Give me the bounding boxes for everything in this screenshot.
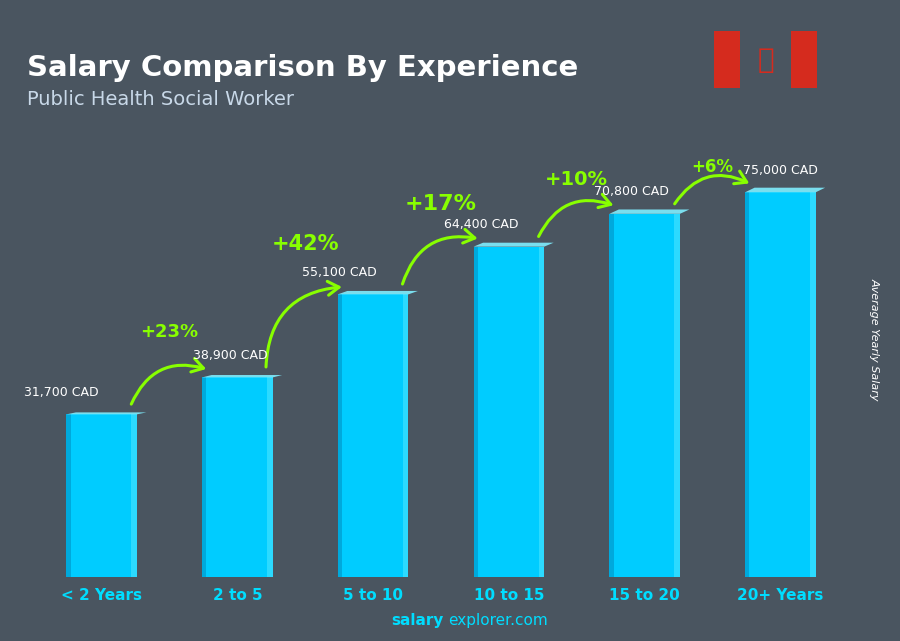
Text: +23%: +23% (140, 323, 199, 341)
Text: Salary Comparison By Experience: Salary Comparison By Experience (27, 54, 578, 83)
Polygon shape (745, 188, 825, 192)
FancyArrowPatch shape (675, 171, 747, 204)
Bar (267, 378, 273, 577)
FancyArrowPatch shape (538, 194, 611, 237)
Text: 70,800 CAD: 70,800 CAD (594, 185, 669, 199)
Text: 🍁: 🍁 (757, 46, 774, 74)
FancyArrowPatch shape (402, 229, 475, 284)
FancyBboxPatch shape (338, 294, 409, 577)
Polygon shape (202, 375, 283, 378)
Polygon shape (338, 291, 418, 294)
Text: +10%: +10% (545, 171, 608, 190)
Bar (338, 294, 342, 577)
Bar (745, 192, 750, 577)
Text: 64,400 CAD: 64,400 CAD (445, 219, 519, 231)
Bar (403, 294, 409, 577)
Polygon shape (473, 243, 554, 247)
FancyBboxPatch shape (745, 192, 815, 577)
Text: +42%: +42% (272, 233, 339, 254)
Bar (609, 214, 614, 577)
Text: salary: salary (392, 613, 444, 628)
Bar (131, 414, 137, 577)
Bar (674, 214, 680, 577)
Polygon shape (609, 210, 689, 214)
Bar (538, 247, 544, 577)
Text: explorer.com: explorer.com (448, 613, 548, 628)
Text: 55,100 CAD: 55,100 CAD (302, 266, 376, 279)
FancyArrowPatch shape (131, 358, 203, 404)
Bar (791, 31, 817, 88)
FancyBboxPatch shape (473, 247, 544, 577)
FancyBboxPatch shape (202, 378, 273, 577)
Bar (473, 247, 478, 577)
Text: +17%: +17% (405, 194, 477, 214)
FancyArrowPatch shape (266, 281, 339, 367)
FancyBboxPatch shape (609, 214, 680, 577)
Text: Average Yearly Salary: Average Yearly Salary (869, 278, 880, 401)
Bar (202, 378, 206, 577)
Bar (714, 31, 740, 88)
Text: Public Health Social Worker: Public Health Social Worker (27, 90, 294, 109)
Text: 38,900 CAD: 38,900 CAD (194, 349, 268, 362)
Bar (67, 414, 70, 577)
Bar (810, 192, 815, 577)
Text: 75,000 CAD: 75,000 CAD (742, 164, 818, 177)
FancyBboxPatch shape (67, 414, 137, 577)
Text: 31,700 CAD: 31,700 CAD (23, 386, 98, 399)
Text: +6%: +6% (691, 158, 734, 176)
Polygon shape (67, 412, 147, 414)
